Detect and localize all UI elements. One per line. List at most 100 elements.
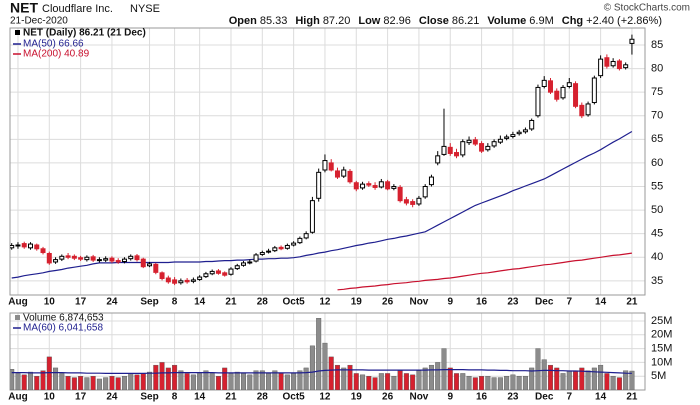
x-tick-label: 21 [225,392,237,403]
volume-bar [547,364,553,390]
volume-bar [316,318,322,390]
quote-label: Chg [562,15,583,27]
volume-bar [347,364,353,390]
x-tick-label: Aug [8,297,27,308]
volume-bar [203,370,209,390]
candle-body [422,186,428,198]
volume-bar [134,374,140,390]
volume-bar [485,376,491,390]
plot-frame [9,27,646,296]
volume-bar [278,373,284,390]
volume-bar [234,371,240,390]
volume-bar [397,370,403,390]
candle-body [46,252,52,264]
exchange: NYSE [130,3,160,15]
volume-bar [215,376,221,390]
x-tick-label: 7 [567,392,573,403]
volume-bar [447,367,453,390]
candle-body [522,129,528,133]
candle-body [391,186,397,189]
legend-swatch [15,30,20,35]
candle-body [90,256,96,261]
volume-bar [372,377,378,390]
candle-body [554,90,560,100]
candle-body [128,255,134,260]
plot-frame [9,312,646,391]
candle-body [228,268,234,275]
quote-label: Close [419,15,449,27]
candle-body [435,155,441,164]
candle-body [428,176,434,186]
volume-bar [115,377,121,390]
candle-body [485,145,491,151]
candle-body [203,273,209,278]
candle-body [197,276,203,280]
volume-bar [353,373,359,390]
x-tick-label: 14 [595,297,607,308]
quote-value: 87.20 [323,15,351,27]
legend-entry: NET (Daily) 86.21 (21 Dec) [23,28,146,39]
volume-bar [535,348,541,390]
ma-line [337,252,632,291]
y-tick-label: 25M [651,315,672,327]
candle-body [159,272,165,279]
quote-value: 6.9M [529,15,553,27]
volume-bar [491,377,497,390]
x-tick-label: 23 [507,392,519,403]
y-tick-label: 75 [651,86,663,98]
candle-body [247,261,253,264]
x-tick-label: Oct5 [283,297,306,308]
candle-body [284,244,290,249]
volume-bar [53,367,59,390]
candle-body [535,86,541,117]
candle-body [372,185,378,188]
candle-body [222,272,228,276]
x-tick-label: 24 [106,297,118,308]
volume-bar [598,364,604,390]
volume-bar [516,376,522,390]
candle-body [266,250,272,253]
volume-bar [579,367,585,390]
volume-bar [623,370,629,390]
y-tick-label: 10M [651,356,672,368]
y-tick-label: 5M [651,370,666,382]
symbol: NET [10,0,38,16]
x-tick-label: 19 [351,297,363,308]
volume-bar [460,373,466,390]
candle-body [234,265,240,270]
candle-body [96,259,102,262]
candle-body [598,58,604,77]
x-tick-label: 23 [507,297,519,308]
volume-bar [566,370,572,390]
volume-bar [159,362,165,390]
volume-bar [140,373,146,390]
y-tick-label: 70 [651,110,663,122]
x-tick-label: 16 [476,297,488,308]
candle-body [165,277,171,283]
candle-body [328,162,334,171]
legend-entry: MA(200) 40.89 [23,49,90,60]
x-tick-label: Nov [409,297,428,308]
volume-bar [366,376,372,390]
quote-value: 86.21 [452,15,480,27]
ma-line [11,369,632,374]
date: 21-Dec-2020 [10,16,68,27]
volume-bar [121,376,127,390]
quote-value: 82.96 [383,15,411,27]
y-tick-label: 60 [651,157,663,169]
volume-bar [341,367,347,390]
candle-body [153,263,159,273]
y-tick-label: 45 [651,228,663,240]
candle-body [134,255,140,261]
x-tick-label: 21 [626,297,638,308]
candle-body [322,160,328,171]
volume-bar [573,370,579,390]
x-tick-label: Sep [140,297,158,308]
volume-bar [259,370,265,390]
quote-label: Volume [487,15,526,27]
legend-swatch [15,315,20,320]
x-tick-label: Nov [409,392,428,403]
x-tick-label: 9 [447,297,453,308]
